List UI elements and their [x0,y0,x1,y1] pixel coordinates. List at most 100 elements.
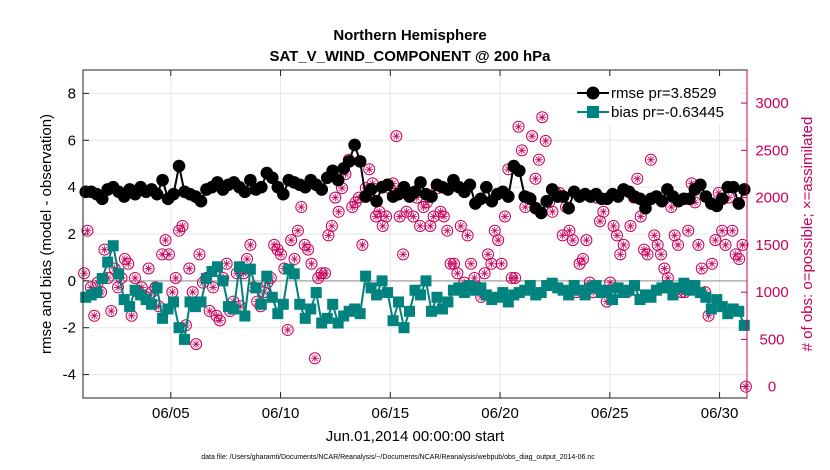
y2-tick-label: 2000 [755,190,788,207]
rmse-point [523,192,537,206]
obs-point-star [189,289,196,296]
obs-point-circle [193,248,206,261]
x-tick-label: 06/20 [481,405,519,422]
rmse-point [194,194,208,208]
bias-point [661,280,673,292]
bias-series [80,240,750,345]
rmse-point [694,178,707,192]
obs-point-star [644,251,651,258]
rmse-point [255,180,268,194]
bias-point [398,322,410,334]
obs-point-circle [159,234,172,247]
obs-point-star [688,180,695,187]
y2-axis-label: # of obs: o=possible; ×=assimilated [799,117,816,352]
obs-point-star [627,222,634,230]
obs-point [397,248,410,261]
rmse-point [95,192,109,206]
obs-point-circle [169,271,182,284]
obs-point [733,253,746,266]
rmse-point [172,159,186,173]
obs-point-star [304,246,312,253]
obs-point-star [131,274,139,282]
bias-point [244,263,256,275]
bias-point [327,298,339,310]
obs-point [461,229,474,242]
obs-point-star [464,232,471,239]
obs-point-star [169,289,176,296]
bias-point [233,261,245,273]
bias-point [211,261,223,273]
obs-point [607,219,620,232]
bias-point [404,305,416,317]
obs-point-star [332,194,339,201]
obs-point-circle [580,234,593,247]
rmse-point [683,192,696,206]
obs-point-star [366,166,373,173]
legend-rmse-label: rmse pr=3.8529 [611,85,716,102]
y-tick-label: 4 [68,179,76,196]
bias-point [497,287,509,299]
bias-point [425,305,437,317]
bias-point [535,287,547,299]
obs-point-circle [492,234,505,247]
obs-point-star [172,274,179,282]
obs-point [739,380,752,393]
obs-point-star [440,213,447,220]
obs-point-circle [78,267,91,280]
obs-point-circle [319,267,332,280]
obs-point [526,130,539,143]
bias-point [475,282,487,294]
obs-point-star [114,284,122,291]
obs-point-star [539,114,546,121]
obs-point-circle [532,153,545,166]
obs-point-circle [400,205,413,218]
obs-point-circle [705,257,718,270]
x-tick-label: 06/10 [262,405,300,422]
obs-point-star [101,246,108,253]
obs-point-circle [437,210,450,223]
obs-point [186,286,199,299]
obs-point-star [708,260,716,267]
obs-point-star [192,341,200,348]
obs-point [536,111,549,124]
obs-point-star [664,274,671,282]
obs-point-star [311,355,318,362]
rmse-point [512,164,526,178]
rmse-point [716,192,729,206]
obs-point-star [535,156,542,163]
rmse-point [315,183,329,196]
rmse-point [480,180,493,194]
rmse-point [425,190,438,203]
obs-point-circle [244,238,257,251]
rmse-point [556,190,570,203]
obs-point [655,248,668,261]
obs-point-circle [308,352,321,365]
y-tick-label: -2 [63,320,76,337]
obs-point-circle [363,163,376,176]
obs-point-circle [454,219,467,232]
obs-point-star [145,265,152,272]
obs-point [166,286,179,299]
obs-point-circle [682,224,695,237]
bias-point [91,287,103,299]
obs-point-circle [129,271,142,284]
bias-point [689,280,701,292]
bias-point [266,291,278,303]
obs-point-star [668,203,675,211]
obs-point-star [596,218,604,225]
obs-point [644,153,657,166]
obs-point-star [651,232,658,239]
obs-point-star [637,213,644,220]
obs-point-circle [509,271,522,284]
obs-point-star [209,284,217,291]
bias-point [502,296,514,308]
bias-point [382,287,394,299]
obs-point-star [284,326,291,334]
obs-point-circle [176,219,189,232]
rmse-point [534,206,548,220]
obs-point-star [607,279,614,286]
obs-point [380,210,393,223]
obs-point-star [715,189,722,196]
bias-point [162,303,174,315]
obs-point-star [186,265,193,272]
